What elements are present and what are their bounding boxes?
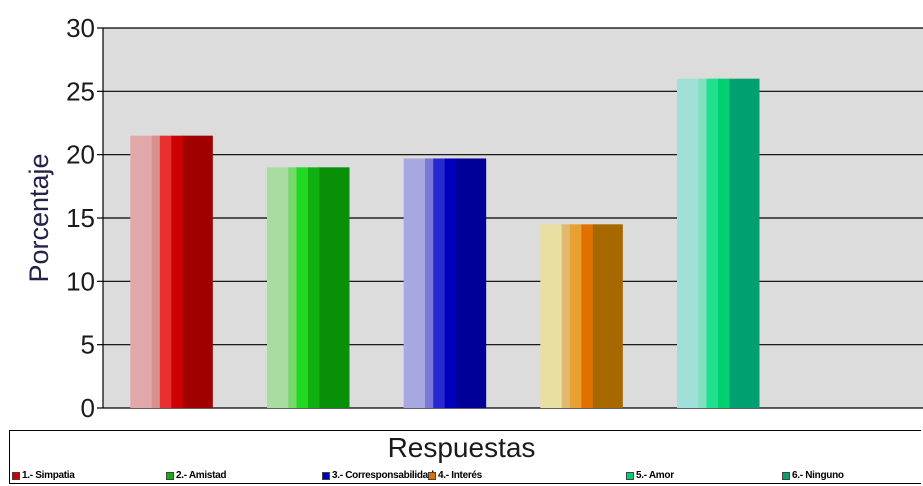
x-axis-label: Respuestas <box>387 432 536 463</box>
bar-segment <box>444 158 457 408</box>
bar-segment <box>308 167 320 408</box>
bar-segment <box>698 78 708 409</box>
bar-chart: 0 5 10 15 20 25 30 Porcentaje <box>24 13 923 423</box>
bar-segment <box>159 135 172 408</box>
legend-box <box>9 430 921 484</box>
legend-label: 4.- Interés <box>438 470 482 481</box>
bar-segment <box>296 167 309 408</box>
legend-swatch <box>12 471 20 480</box>
bar-segment <box>569 224 582 408</box>
legend-item: 1.- Simpatia <box>12 470 75 481</box>
legend-label: 1.- Simpatia <box>22 470 75 481</box>
bar <box>403 158 487 408</box>
y-tick-label: 10 <box>66 266 95 296</box>
bar-segment <box>130 135 153 408</box>
legend-label: 6.- Ninguno <box>792 470 844 481</box>
bar <box>540 224 623 408</box>
bar-segment <box>540 224 563 408</box>
bar-segment <box>561 224 571 408</box>
y-tick-label: 0 <box>81 393 95 423</box>
y-tick-label: 30 <box>66 13 95 43</box>
y-tick-label: 15 <box>66 203 95 233</box>
bar <box>677 78 760 409</box>
bar-segment <box>706 78 719 409</box>
legend-item: 3.- Corresponsabilidad <box>322 470 434 481</box>
legend-label: 3.- Corresponsabilidad <box>332 470 434 481</box>
bar-segment <box>433 158 446 408</box>
legend-label: 2.- Amistad <box>176 470 227 481</box>
bar-segment <box>182 135 213 408</box>
y-tick-label: 25 <box>66 76 95 106</box>
legend: 1.- Simpatia 2.- Amistad 3.- Corresponsabi… <box>0 470 923 484</box>
legend-swatch <box>322 471 330 480</box>
bar-segment <box>729 78 760 409</box>
bar-segment <box>424 158 434 408</box>
bar <box>130 135 213 408</box>
bar-segment <box>151 135 161 408</box>
bar <box>267 167 350 408</box>
legend-swatch <box>166 471 174 480</box>
bar-segment <box>267 167 289 408</box>
legend-item: 5.- Amor <box>626 470 674 481</box>
legend-label: 5.- Amor <box>636 470 674 481</box>
y-tick-label: 20 <box>66 140 95 170</box>
legend-swatch <box>428 471 436 480</box>
y-axis-label: Porcentaje <box>24 153 54 282</box>
legend-item: 2.- Amistad <box>166 470 227 481</box>
legend-item: 4.- Interés <box>428 470 482 481</box>
bar-segment <box>456 158 487 408</box>
bar-segment <box>581 224 594 408</box>
bar-segment <box>592 224 623 408</box>
legend-swatch <box>782 471 790 480</box>
legend-item: 6.- Ninguno <box>782 470 844 481</box>
bar-segment <box>171 135 184 408</box>
bar-segment <box>403 158 426 408</box>
y-tick-label: 5 <box>81 330 95 360</box>
bar-segment <box>718 78 730 409</box>
bar-segment <box>319 167 350 408</box>
legend-swatch <box>626 471 634 480</box>
bar-segment <box>677 78 699 409</box>
bar-segment <box>288 167 298 408</box>
